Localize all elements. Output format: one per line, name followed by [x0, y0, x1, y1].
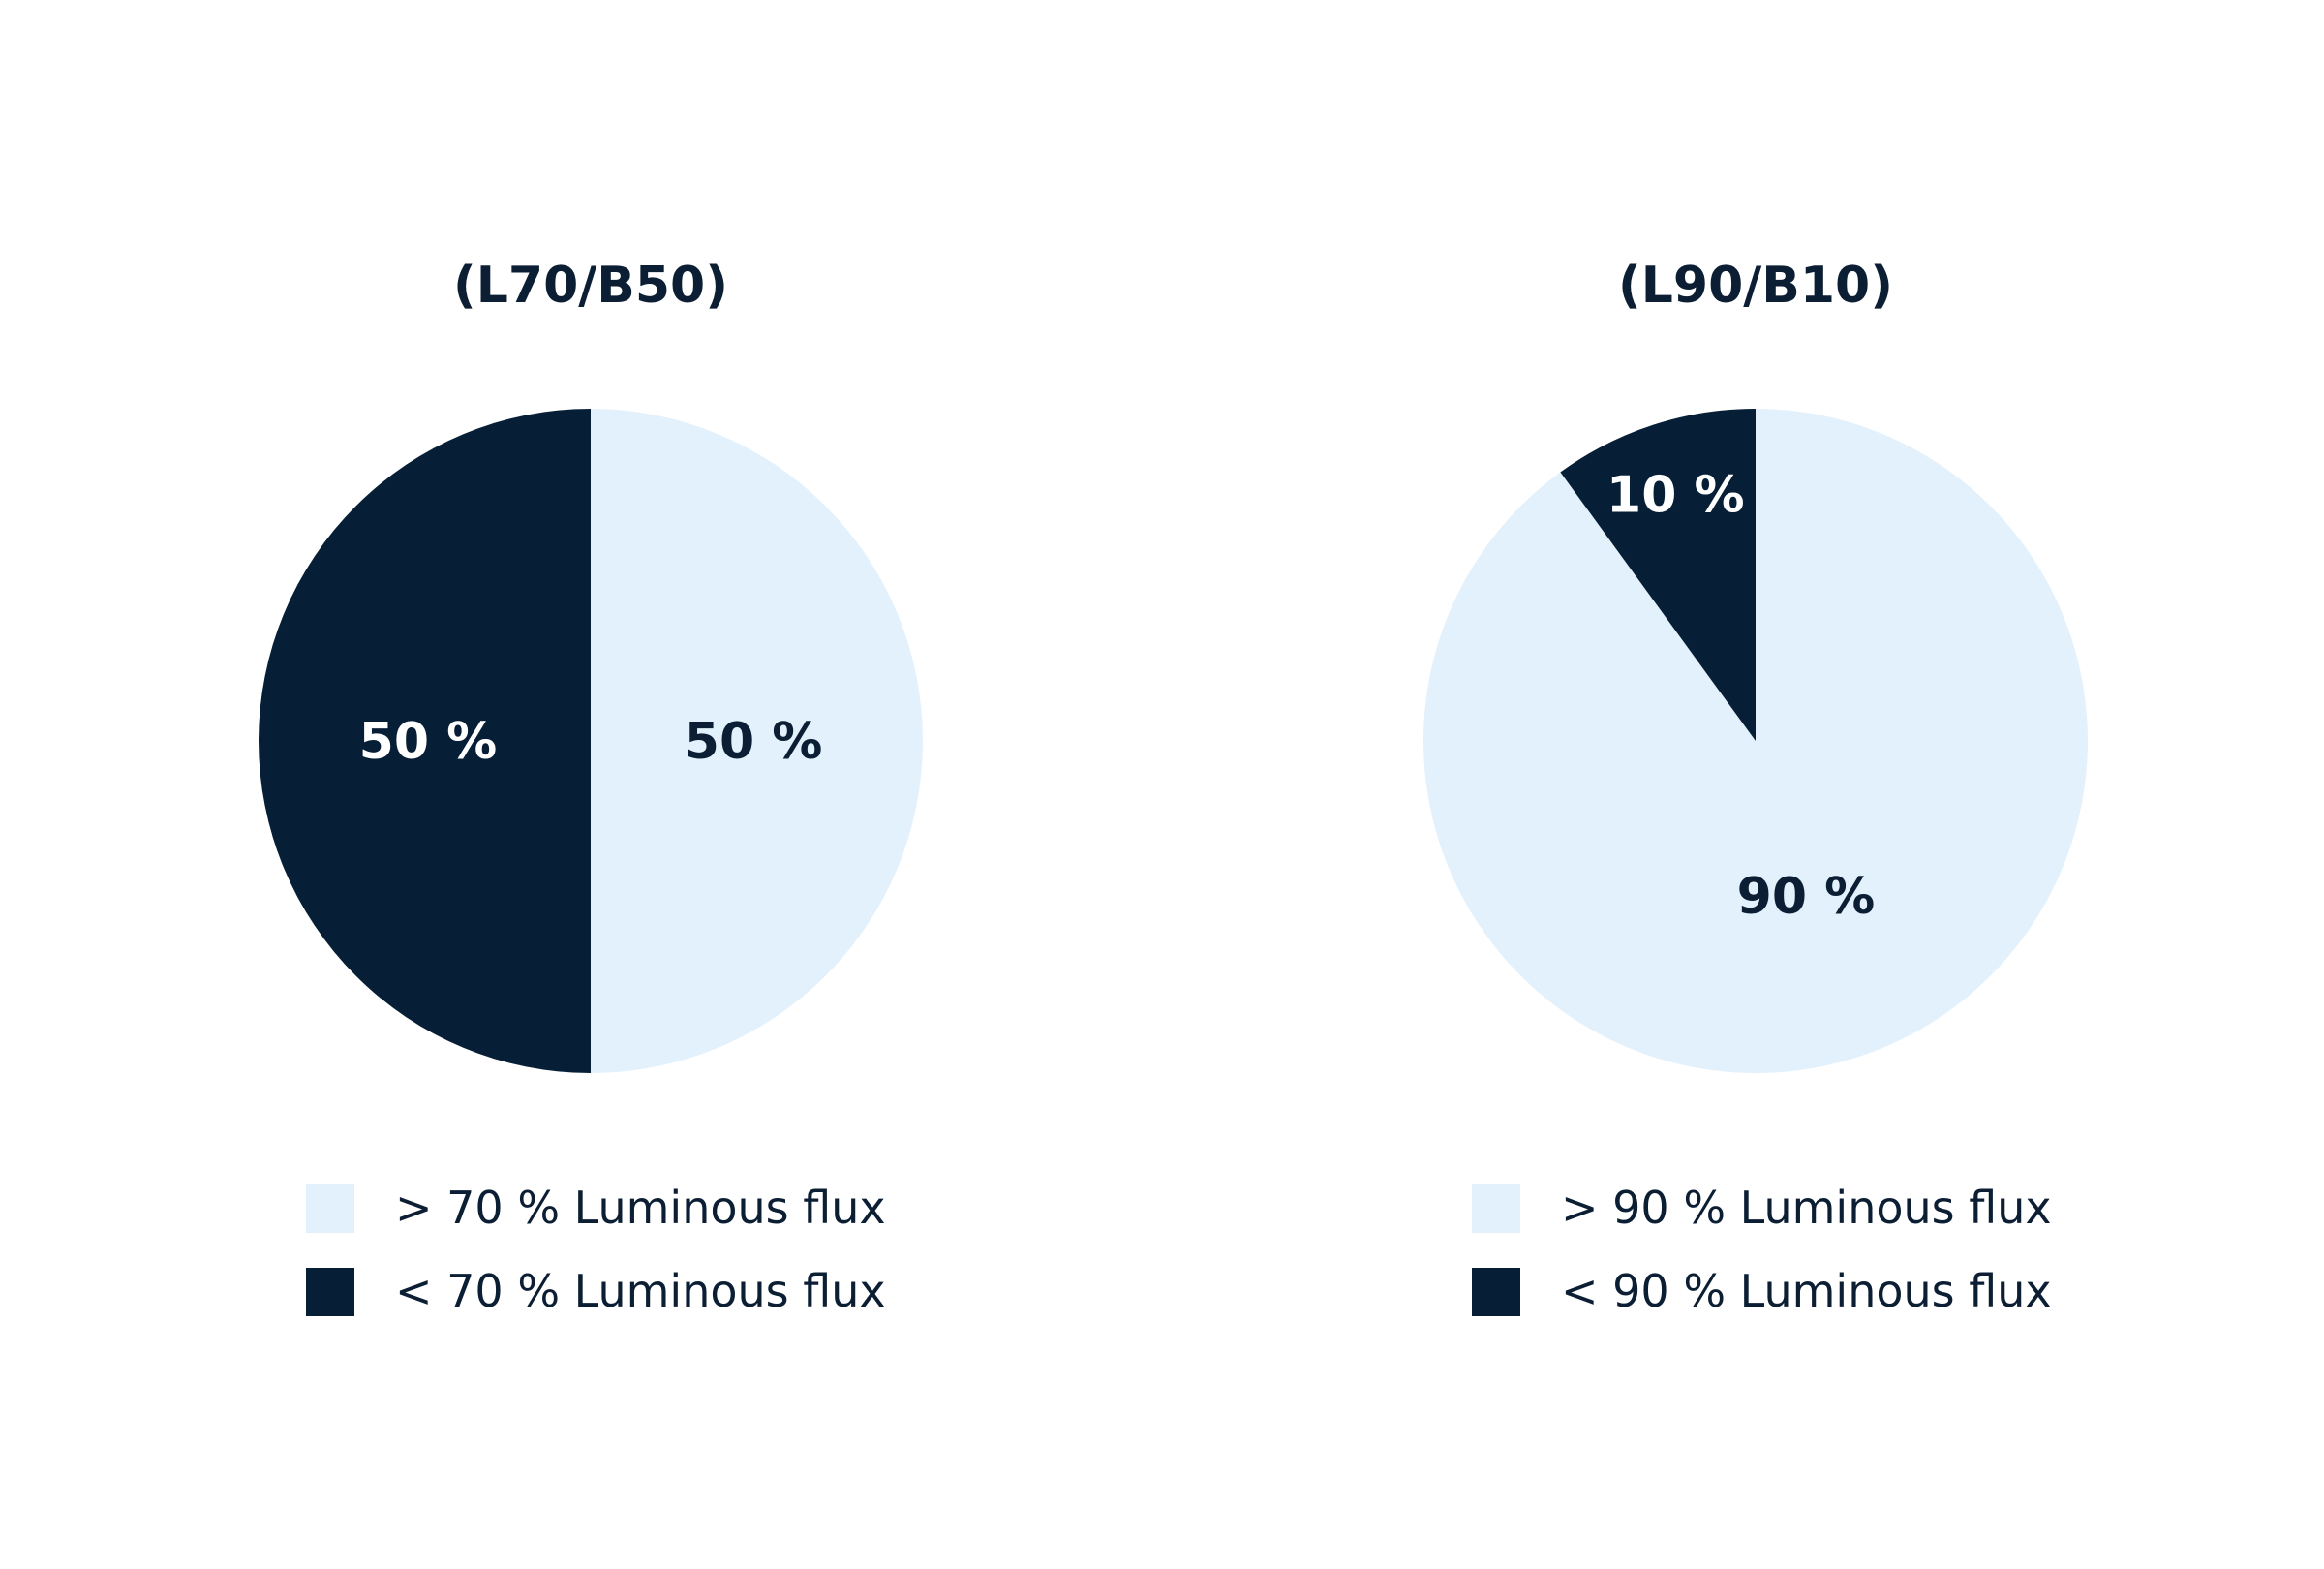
pie-slice-below: [1560, 409, 1756, 741]
slice-value-label: 50 %: [359, 713, 498, 771]
slice-value-label: 10 %: [1606, 467, 1745, 525]
legend-label-below-90: < 90 % Luminous flux: [1561, 1265, 2052, 1317]
pie-slice-above: [591, 409, 923, 1073]
legend-swatch-below-70: [306, 1268, 354, 1316]
legend-swatch-below-90: [1472, 1268, 1520, 1316]
chart-title: (L70/B50): [453, 257, 728, 315]
slice-value-label: 50 %: [685, 713, 823, 771]
pie-slices: 50 % 50 %: [259, 409, 923, 1073]
legend-swatch-above-90: [1472, 1184, 1520, 1233]
pie-slice-above: [1423, 409, 2089, 1073]
legend-label-above-70: > 70 % Luminous flux: [395, 1182, 886, 1234]
legend-label-below-70: < 70 % Luminous flux: [395, 1265, 886, 1317]
slice-value-label: 90 %: [1737, 868, 1876, 926]
pie-chart-l70-b50: (L70/B50) 50 % 50 % > 70 % Luminous flux …: [259, 257, 923, 1317]
pie-slice-below: [259, 409, 591, 1073]
pie-slices: 90 % 10 %: [1423, 409, 2089, 1073]
legend: > 70 % Luminous flux < 70 % Luminous flu…: [306, 1182, 886, 1317]
legend-label-above-90: > 90 % Luminous flux: [1561, 1182, 2052, 1234]
legend: > 90 % Luminous flux < 90 % Luminous flu…: [1472, 1182, 2052, 1317]
chart-title: (L90/B10): [1618, 257, 1893, 315]
legend-swatch-above-70: [306, 1184, 354, 1233]
pie-chart-l90-b10: (L90/B10) 90 % 10 % > 90 % Luminous flux …: [1423, 257, 2089, 1317]
